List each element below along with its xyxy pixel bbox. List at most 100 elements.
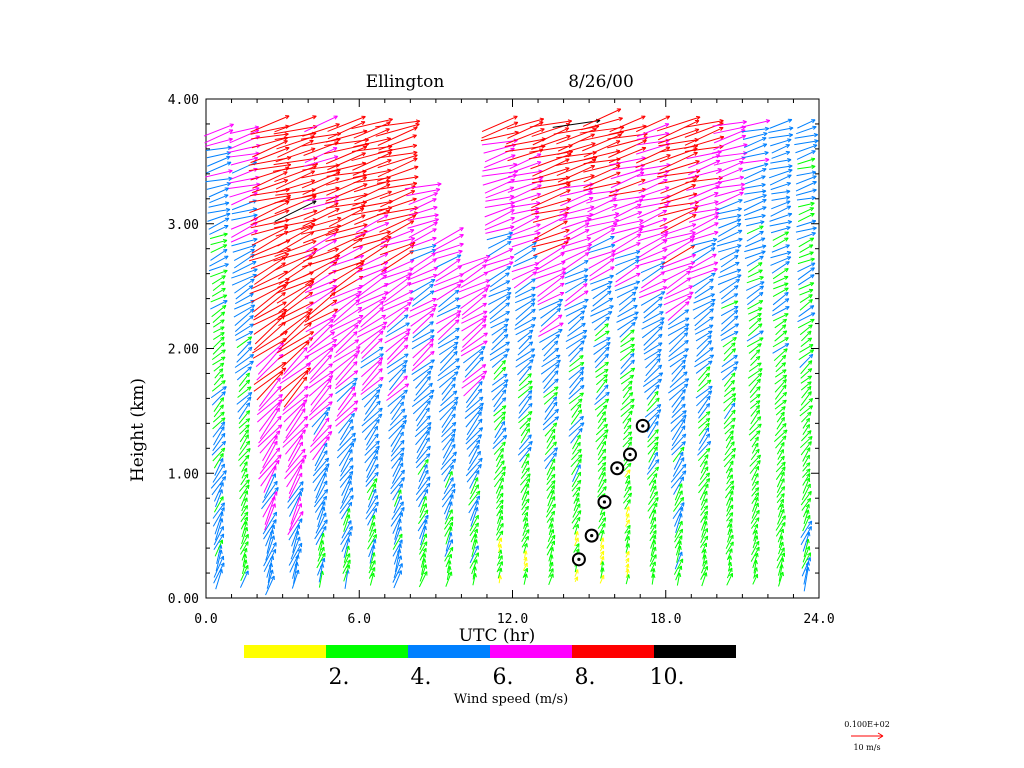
wind-vector [720, 323, 740, 337]
wind-vector [610, 163, 645, 171]
wind-vector [309, 363, 333, 384]
wind-vector [664, 285, 694, 300]
wind-vector [799, 435, 813, 449]
wind-vector [212, 432, 226, 452]
wind-vector [419, 503, 427, 519]
wind-vector [360, 346, 384, 363]
wind-vector [656, 169, 701, 178]
wind-vector [314, 442, 328, 467]
wind-vector [307, 331, 335, 354]
wind-vector [312, 463, 330, 484]
wind-vector [721, 293, 739, 304]
wind-vector [724, 424, 735, 435]
wind-vector [597, 456, 607, 466]
wind-vector [380, 236, 416, 248]
wind-vector [520, 428, 531, 444]
wind-vector [725, 430, 734, 442]
wind-vector [620, 374, 635, 385]
wind-vector [411, 335, 435, 350]
wind-vector [674, 520, 683, 538]
wind-vector [798, 282, 815, 290]
wind-vector [284, 454, 307, 480]
wind-vector [493, 471, 506, 488]
wind-vector [661, 235, 696, 250]
wind-vector [335, 354, 358, 381]
wind-vector [328, 207, 365, 228]
wind-vector [311, 406, 331, 428]
y-axis-label: Height (km) [128, 378, 148, 482]
wind-vector [750, 349, 761, 361]
wind-vector [800, 368, 813, 379]
wind-vector [523, 517, 529, 529]
wind-vector [745, 237, 766, 248]
wind-vector [772, 267, 789, 280]
x-tick-label: 12.0 [497, 612, 528, 627]
wind-vector [670, 470, 687, 489]
wind-vector [377, 157, 418, 178]
wind-vector [684, 126, 724, 146]
wind-vector [673, 558, 684, 575]
wind-vector [393, 555, 403, 579]
wind-vector [544, 452, 557, 470]
wind-vector [416, 430, 430, 454]
wind-vector [801, 483, 811, 501]
wind-vector [645, 358, 661, 377]
wind-vector [342, 508, 351, 526]
wind-vector [599, 544, 604, 552]
wind-vector [573, 497, 580, 512]
wind-vector [776, 552, 786, 569]
wind-vector [357, 296, 387, 313]
wind-vector [751, 502, 759, 519]
wind-vector [745, 281, 765, 291]
wind-vector [726, 474, 734, 485]
wind-vector [647, 436, 659, 448]
wind-vector [565, 335, 587, 350]
wind-vector [310, 424, 332, 447]
wind-vector [485, 194, 515, 202]
wind-vector [238, 379, 251, 393]
wind-vector [519, 446, 532, 463]
y-tick-label: 0.00 [168, 592, 199, 607]
wind-vector [515, 302, 536, 320]
wind-vector [567, 310, 586, 325]
wind-vector [717, 274, 742, 286]
wind-vector [675, 565, 683, 581]
wind-vector [650, 479, 657, 492]
wind-vector [288, 542, 303, 566]
wind-vector [795, 144, 818, 154]
wind-vector [564, 274, 589, 285]
wind-vector [489, 280, 511, 292]
boundary-layer-point [597, 494, 612, 509]
wind-vector [482, 162, 518, 172]
wind-vector [234, 308, 255, 326]
wind-vector [460, 271, 489, 288]
wind-vector [210, 386, 227, 399]
wind-vector [744, 250, 766, 259]
wind-vector [588, 243, 616, 254]
wind-vector [802, 462, 811, 472]
wind-vector [393, 489, 402, 507]
wind-vector [753, 529, 758, 542]
wind-vector [519, 473, 531, 486]
wind-vector [771, 200, 791, 210]
wind-vector [662, 261, 696, 274]
wind-vector [751, 436, 759, 448]
wind-vector [438, 396, 459, 413]
wind-vector [412, 313, 434, 334]
wind-vector [387, 375, 408, 397]
wind-vector [700, 515, 708, 531]
wind-vector [598, 511, 606, 523]
wind-vector [287, 441, 304, 468]
wind-vector [518, 365, 532, 382]
wind-vector [568, 340, 585, 357]
wind-vector [777, 508, 785, 525]
wind-vector [723, 387, 736, 398]
wind-vector [769, 212, 793, 222]
wind-vector [567, 322, 586, 337]
wind-vector [240, 564, 249, 582]
wind-vector [558, 174, 595, 186]
wind-vector [468, 495, 481, 514]
y-tick-label: 3.00 [168, 218, 199, 233]
wind-vector [572, 503, 581, 518]
wind-vector [743, 143, 768, 155]
